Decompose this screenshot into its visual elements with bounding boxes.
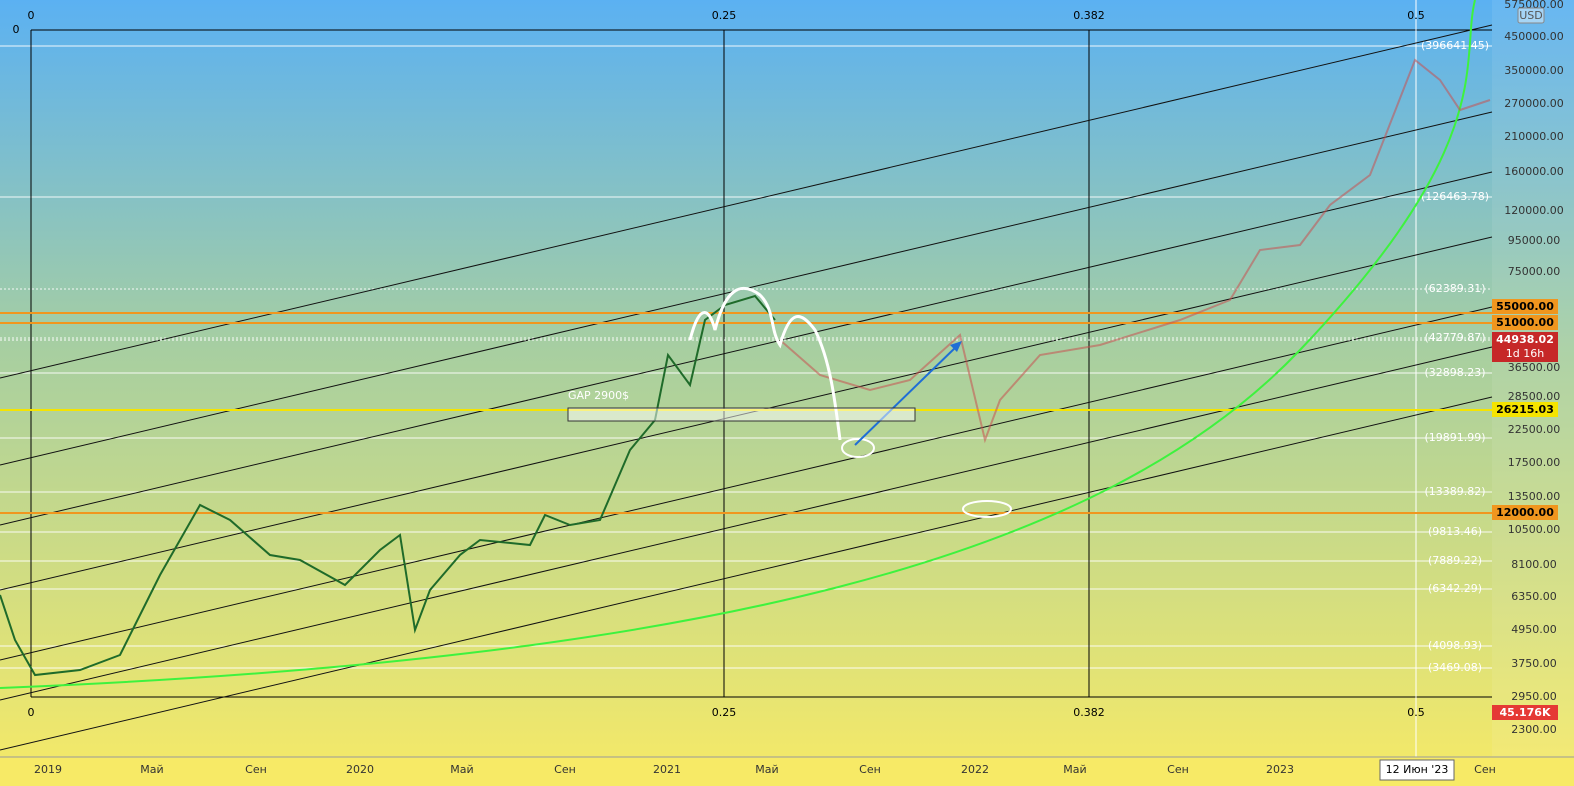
price-axis-label: 75000.00 xyxy=(1508,265,1561,278)
gap-box xyxy=(567,407,916,422)
fib-label: (6342.29) xyxy=(1428,582,1482,595)
cursor-date: 12 Июн '23 xyxy=(1386,763,1449,776)
price-axis-label: 95000.00 xyxy=(1508,234,1561,247)
fib-corner-label: 0 xyxy=(13,23,20,36)
time-axis-label: 2019 xyxy=(34,763,62,776)
channel-line xyxy=(0,24,1493,379)
time-axis-label: Май xyxy=(755,763,778,776)
fib-label: (42779.87) xyxy=(1424,331,1485,344)
price-axis-label: 2300.00 xyxy=(1511,723,1557,736)
price-axis-label: 3750.00 xyxy=(1511,657,1557,670)
price-axis-label: 120000.00 xyxy=(1504,204,1564,217)
fib-time-label: 0 xyxy=(28,9,35,22)
price-tag-label: 44938.02 xyxy=(1496,333,1554,346)
currency: USD xyxy=(1519,9,1543,22)
time-axis-label: Май xyxy=(140,763,163,776)
fib-time-label: 0.25 xyxy=(712,9,737,22)
price-projection xyxy=(779,58,1491,444)
price-tag-label: 55000.00 xyxy=(1496,300,1554,313)
price-history xyxy=(0,294,776,677)
fib-time-label: 0.5 xyxy=(1407,706,1425,719)
time-axis-label: 2022 xyxy=(961,763,989,776)
price-tag-sub: 1d 16h xyxy=(1506,347,1544,360)
price-tag xyxy=(1492,332,1558,362)
price-tag xyxy=(1492,315,1558,330)
channel-line xyxy=(0,171,1493,526)
price-axis-label: 13500.00 xyxy=(1508,490,1561,503)
price-tag xyxy=(1492,705,1558,720)
price-axis-label: 17500.00 xyxy=(1508,456,1561,469)
price-axis-label: 210000.00 xyxy=(1504,130,1564,143)
price-axis-label: 8100.00 xyxy=(1511,558,1557,571)
channel-line xyxy=(0,346,1493,701)
fib-time-label: 0 xyxy=(28,706,35,719)
channel-line xyxy=(0,306,1493,661)
arrow xyxy=(854,344,959,446)
fib-time-label: 0.382 xyxy=(1073,706,1105,719)
price-axis-label: 350000.00 xyxy=(1504,64,1564,77)
time-axis-label: Сен xyxy=(859,763,881,776)
price-axis-label: 450000.00 xyxy=(1504,30,1564,43)
price-tag xyxy=(1492,505,1558,520)
time-axis-label: Сен xyxy=(1474,763,1496,776)
fib-label: (9813.46) xyxy=(1428,525,1482,538)
channel-line xyxy=(0,396,1493,751)
hand-drawing xyxy=(688,286,842,441)
price-axis-label: 270000.00 xyxy=(1504,97,1564,110)
time-axis-label: Май xyxy=(1063,763,1086,776)
price-axis-label: 36500.00 xyxy=(1508,361,1561,374)
price-axis-label: 575000.00 xyxy=(1504,0,1564,11)
price-tag xyxy=(1492,299,1558,314)
fib-time-label: 0.25 xyxy=(712,706,737,719)
price-axis-label: 2950.00 xyxy=(1511,690,1557,703)
hand-circle xyxy=(841,438,875,458)
fib-label: (62389.31) xyxy=(1424,282,1485,295)
fib-label: (3469.08) xyxy=(1428,661,1482,674)
currency-box xyxy=(1517,7,1545,24)
cursor-date-box xyxy=(1379,759,1455,781)
price-tag-label: 12000.00 xyxy=(1496,506,1554,519)
hand-circle xyxy=(962,500,1012,518)
time-axis-label: 2020 xyxy=(346,763,374,776)
price-tag-label: 51000.00 xyxy=(1496,316,1554,329)
price-tag-label: 45.176K xyxy=(1500,706,1551,719)
price-axis xyxy=(1492,0,1574,757)
arrow-head xyxy=(950,341,962,352)
annotation: GAP 2900$ xyxy=(568,389,629,402)
growth-curve xyxy=(0,0,1476,689)
time-axis-label: Май xyxy=(450,763,473,776)
price-tag xyxy=(1492,402,1558,417)
price-axis-label: 160000.00 xyxy=(1504,165,1564,178)
price-tag-label: 26215.03 xyxy=(1496,403,1554,416)
time-axis-label: Сен xyxy=(1167,763,1189,776)
time-axis-label: 2021 xyxy=(653,763,681,776)
fib-label: (13389.82) xyxy=(1424,485,1485,498)
price-axis-label: 10500.00 xyxy=(1508,523,1561,536)
price-axis-label: 4950.00 xyxy=(1511,623,1557,636)
price-axis-label: 22500.00 xyxy=(1508,423,1561,436)
time-axis-label: 2023 xyxy=(1266,763,1294,776)
price-axis-label: 28500.00 xyxy=(1508,390,1561,403)
fib-label: (126463.78) xyxy=(1421,190,1489,203)
fib-label: (4098.93) xyxy=(1428,639,1482,652)
time-axis xyxy=(0,757,1574,786)
fib-label: (396641.45) xyxy=(1421,39,1489,52)
fib-label: (19891.99) xyxy=(1424,431,1485,444)
fib-label: (7889.22) xyxy=(1428,554,1482,567)
time-axis-label: Сен xyxy=(245,763,267,776)
fib-time-label: 0.382 xyxy=(1073,9,1105,22)
price-axis-label: 6350.00 xyxy=(1511,590,1557,603)
fib-time-label: 0.5 xyxy=(1407,9,1425,22)
time-axis-label: Сен xyxy=(554,763,576,776)
fib-label: (32898.23) xyxy=(1424,366,1485,379)
